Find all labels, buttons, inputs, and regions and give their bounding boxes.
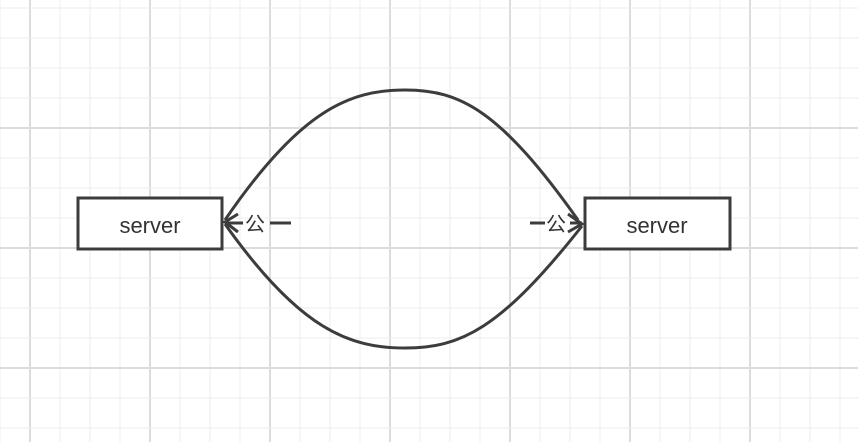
left-arrowhead-icon	[222, 212, 239, 234]
left-server-node[interactable]: server	[76, 196, 224, 251]
left-port-label: 公	[245, 212, 265, 236]
right-server-label: server	[626, 213, 687, 238]
left-server-label: server	[119, 213, 180, 238]
right-port-label: 公	[546, 212, 566, 236]
right-server-node[interactable]: server	[583, 196, 732, 251]
right-server-box[interactable]	[583, 196, 732, 251]
upper-arc-edge	[223, 88, 580, 221]
left-server-box[interactable]	[76, 196, 224, 251]
lower-arc-edge	[223, 223, 584, 350]
